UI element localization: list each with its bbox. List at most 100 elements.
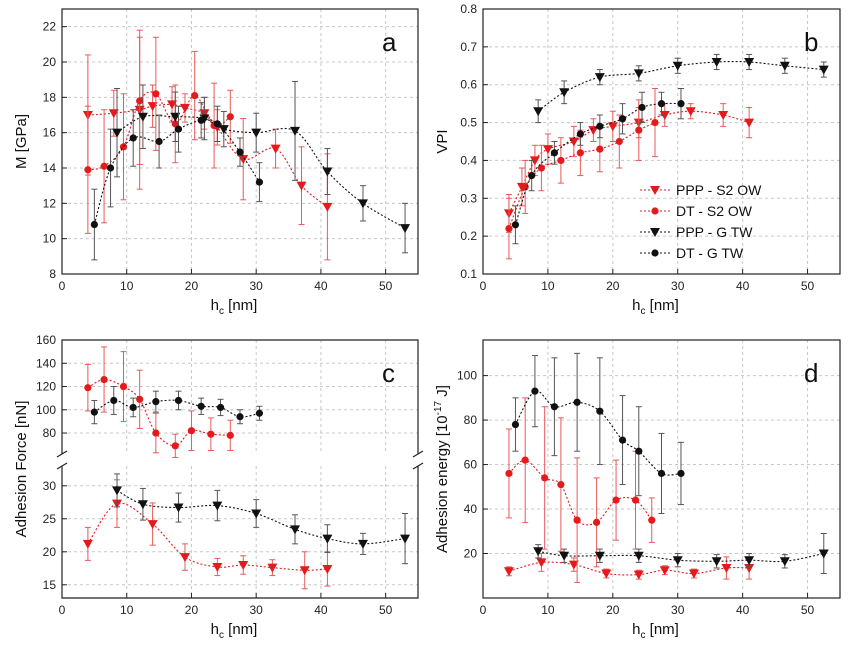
data-point xyxy=(536,558,547,568)
data-point xyxy=(521,183,529,191)
plot-frame xyxy=(61,8,419,275)
data-point xyxy=(173,503,184,513)
x-tick-label: 0 xyxy=(59,279,66,293)
series-ppp-g-tw xyxy=(112,473,411,565)
series-ppp-s2-ow xyxy=(82,479,333,590)
data-point xyxy=(147,102,158,112)
y-tick-label: 60 xyxy=(464,458,478,472)
y-tick-label: 20 xyxy=(43,55,57,69)
data-point xyxy=(226,431,234,439)
series-ppp-g-tw xyxy=(533,533,829,575)
data-point xyxy=(685,107,696,117)
data-point xyxy=(213,120,221,128)
y-tick-label: 100 xyxy=(36,403,56,417)
data-point xyxy=(137,500,148,510)
data-point xyxy=(191,91,199,100)
y-tick-label: 20 xyxy=(464,547,478,561)
series-line xyxy=(508,122,656,229)
data-point xyxy=(167,100,178,110)
data-point xyxy=(594,551,605,561)
data-point xyxy=(174,125,183,133)
data-point xyxy=(212,501,223,511)
data-point xyxy=(119,382,128,391)
y-tick-label: 25 xyxy=(43,512,57,526)
x-tick-label: 10 xyxy=(120,279,134,293)
legend: PPP - S2 OW DT - S2 OW PPP - G TW DT - G TW xyxy=(640,182,762,261)
y-tick-label: 8 xyxy=(49,267,56,281)
data-point xyxy=(618,436,627,444)
data-point xyxy=(171,442,179,450)
data-point xyxy=(197,402,205,410)
y-tick-label: 100 xyxy=(457,369,477,383)
data-point xyxy=(615,137,623,146)
series-line xyxy=(116,114,406,229)
data-point xyxy=(218,125,229,135)
data-point xyxy=(251,128,262,138)
y-tick-label: 22 xyxy=(43,20,57,34)
panel-label: c xyxy=(382,358,395,388)
data-point xyxy=(633,69,644,79)
plot-frame-lower xyxy=(61,465,419,599)
data-point xyxy=(633,570,644,580)
x-tick-label: 40 xyxy=(314,603,328,617)
data-point xyxy=(576,130,584,138)
y-axis-label: Adhesion Force [nN] xyxy=(13,401,30,538)
x-tick-label: 50 xyxy=(801,603,815,617)
x-axis-label: hc [nm] xyxy=(211,297,258,317)
legend-marker xyxy=(650,186,660,195)
y-tick-label: 14 xyxy=(43,161,57,175)
panel-label: d xyxy=(804,358,818,388)
data-point xyxy=(601,569,612,579)
series-dt-s2-ow xyxy=(84,346,234,458)
data-point xyxy=(677,100,685,108)
data-point xyxy=(657,469,666,478)
data-point xyxy=(596,122,604,130)
data-point xyxy=(299,566,310,576)
y-axis-label: Adhesion energy [10-17 J] xyxy=(433,385,451,553)
y-axis-label: VPI xyxy=(434,129,451,153)
x-tick-label: 20 xyxy=(606,603,620,617)
series-line xyxy=(514,390,682,476)
data-point xyxy=(721,563,732,573)
legend-marker xyxy=(650,228,660,237)
data-point xyxy=(505,469,513,478)
data-point xyxy=(531,387,539,395)
axis-break-mark xyxy=(56,450,68,458)
data-point xyxy=(688,569,699,579)
data-point xyxy=(542,145,553,155)
data-point xyxy=(108,109,119,119)
data-point xyxy=(594,73,605,83)
panel-c: 80 100 120 140 160 15 20 25 30 0 10 20 30 40 50 hc [nm]… xyxy=(13,333,424,641)
data-point xyxy=(322,167,333,177)
axis-break-mark xyxy=(412,462,424,470)
panel-b: 0.1 0.2 0.3 0.4 0.5 0.6 0.7 0.8 0 10 20 30 40 50 hc [n… xyxy=(434,2,841,317)
series-dt-g-tw xyxy=(511,352,685,514)
data-point xyxy=(529,156,540,166)
x-tick-label: 40 xyxy=(314,279,328,293)
x-tick-label: 30 xyxy=(250,603,264,617)
data-point xyxy=(618,115,627,123)
data-point xyxy=(588,126,599,136)
data-point xyxy=(744,118,755,128)
series-ppp-s2-ow xyxy=(503,103,755,233)
x-axis-label: hc [nm] xyxy=(632,297,679,317)
data-point xyxy=(255,178,264,186)
data-point xyxy=(677,469,685,478)
data-point xyxy=(112,128,123,138)
data-point xyxy=(533,547,544,557)
data-point xyxy=(576,149,584,157)
plot-frame-upper xyxy=(61,339,419,454)
data-point xyxy=(238,560,249,570)
y-tick-label: 80 xyxy=(43,426,57,440)
data-point xyxy=(612,496,620,504)
x-tick-label: 50 xyxy=(379,279,393,293)
y-tick-label: 0.3 xyxy=(460,191,477,205)
data-point xyxy=(528,171,536,180)
data-point xyxy=(236,148,244,156)
data-point xyxy=(322,202,333,212)
data-point xyxy=(270,144,281,154)
y-tick-label: 20 xyxy=(43,545,57,559)
data-point xyxy=(137,112,148,122)
y-axis-label: M [GPa] xyxy=(13,114,30,169)
